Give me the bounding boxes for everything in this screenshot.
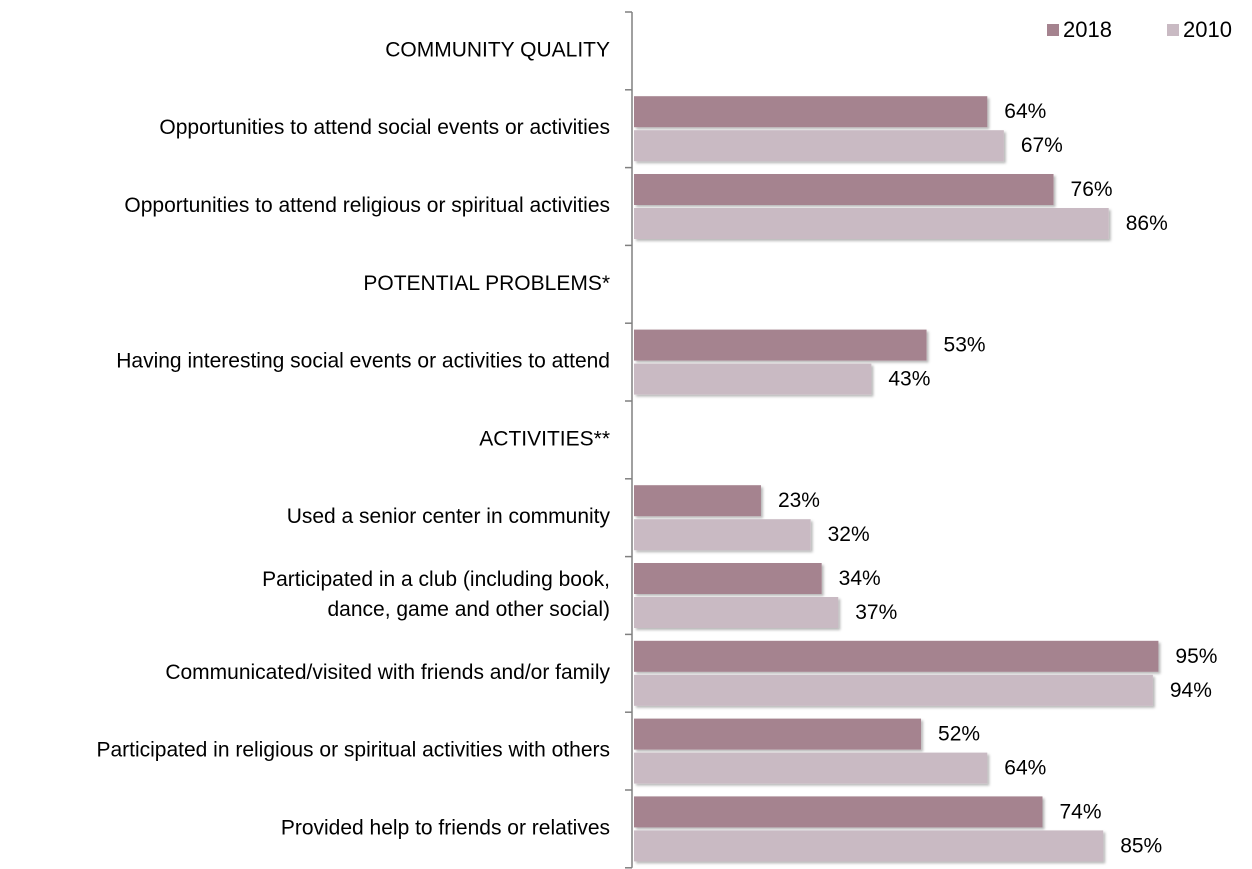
legend-label-2018: 2018 — [1063, 17, 1112, 42]
bar-2010 — [634, 830, 1104, 862]
bar-2010 — [634, 130, 1004, 162]
bar-2010 — [634, 752, 988, 784]
bar-2018 — [634, 329, 927, 361]
bar-2010 — [634, 208, 1109, 239]
data-label-2010: 37% — [855, 601, 897, 624]
legend-swatch-2018 — [1047, 24, 1059, 36]
category-label: Used a senior center in community — [287, 505, 611, 528]
bars — [634, 96, 1159, 862]
category-label: Having interesting social events or acti… — [116, 350, 610, 373]
category-label: POTENTIAL PROBLEMS* — [363, 272, 610, 295]
category-labels: COMMUNITY QUALITY Opportunities to attend… — [96, 38, 610, 839]
category-label: Opportunities to attend social events or… — [159, 116, 610, 139]
data-label-2018: 23% — [778, 489, 820, 512]
data-label-2010: 67% — [1021, 134, 1063, 157]
bar-2018 — [634, 96, 988, 128]
data-label-2018: 34% — [839, 567, 881, 590]
bar-2010 — [634, 363, 872, 395]
category-label: Participated in religious or spiritual a… — [96, 739, 610, 762]
data-label-2018: 53% — [944, 334, 986, 357]
category-label: Provided help to friends or relatives — [281, 816, 610, 839]
category-axis — [625, 11, 633, 869]
bar-2018 — [634, 563, 822, 594]
category-label: Participated in a club (including book, — [262, 568, 610, 591]
category-label: Communicated/visited with friends and/or… — [165, 661, 610, 684]
data-label-2010: 85% — [1120, 834, 1162, 857]
legend-label-2010: 2010 — [1183, 17, 1232, 42]
category-label: dance, game and other social) — [327, 598, 610, 621]
data-label-2010: 43% — [888, 368, 930, 391]
bar-2018 — [634, 796, 1043, 828]
data-label-2010: 64% — [1004, 757, 1046, 780]
data-label-2018: 74% — [1059, 800, 1101, 823]
bar-2018 — [634, 174, 1054, 205]
legend-swatch-2010 — [1167, 24, 1179, 36]
category-label: ACTIVITIES** — [479, 427, 610, 450]
category-label: Opportunities to attend religious or spi… — [124, 194, 610, 217]
data-label-2018: 95% — [1175, 645, 1217, 668]
data-label-2018: 76% — [1071, 178, 1113, 201]
category-label: COMMUNITY QUALITY — [385, 38, 610, 61]
data-label-2010: 94% — [1170, 679, 1212, 702]
bar-2018 — [634, 718, 922, 750]
legend: 2018 2010 — [1047, 17, 1232, 42]
bar-2010 — [634, 597, 839, 628]
data-labels: 64% 76% 53% 23% 34% 95% 52% 74% 67% 86% 43% 32% 37% 9… — [778, 100, 1217, 857]
data-label-2018: 64% — [1004, 100, 1046, 123]
data-label-2018: 52% — [938, 723, 980, 746]
bar-2010 — [634, 674, 1153, 706]
data-label-2010: 86% — [1126, 212, 1168, 235]
bar-2010 — [634, 519, 811, 551]
bar-2018 — [634, 640, 1159, 672]
data-label-2010: 32% — [828, 523, 870, 546]
bar-2018 — [634, 485, 761, 517]
